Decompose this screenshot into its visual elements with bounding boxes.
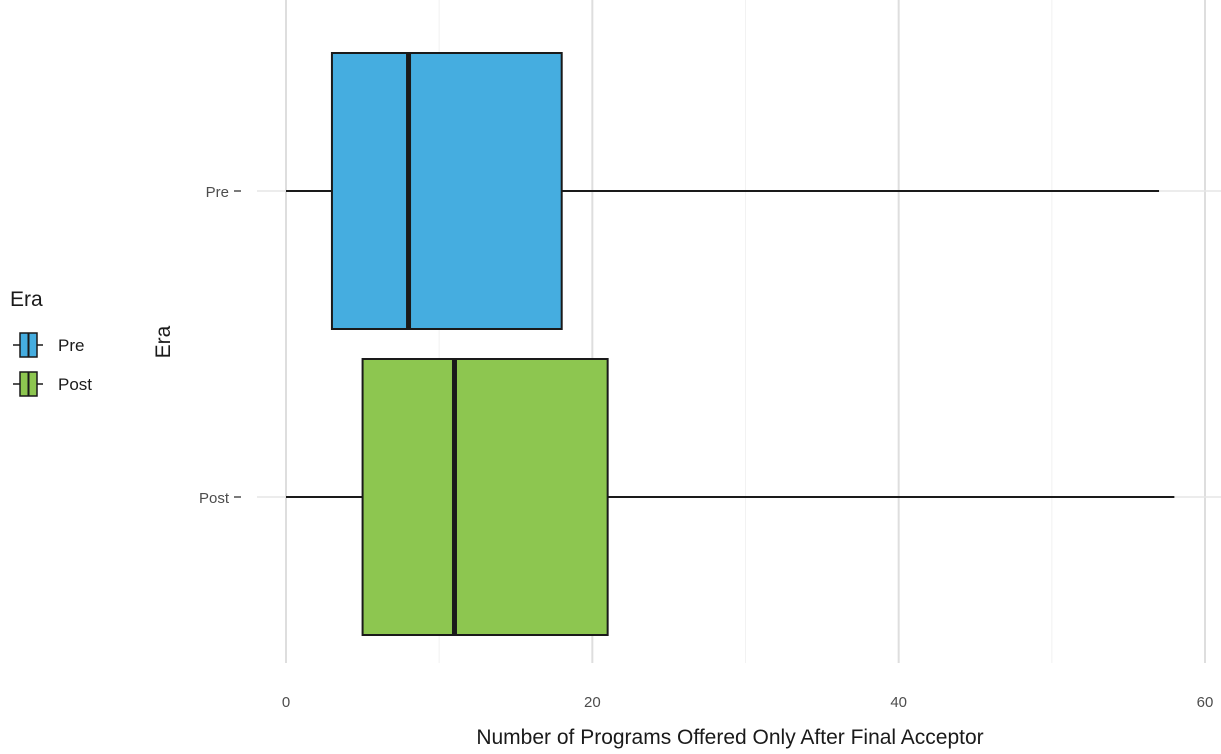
tick-layer: 0 20 40 60 Pre Post [199,184,1213,711]
legend-label: Pre [58,336,84,355]
legend: Era Pre Post [10,288,92,397]
box-pre [286,52,1160,330]
x-axis-title: Number of Programs Offered Only After Fi… [476,726,983,749]
iqr-box [361,358,609,636]
y-tick-label: Post [199,490,230,507]
y-tick-label: Pre [206,184,229,201]
x-tick-label: 60 [1197,694,1214,711]
y-axis-title: Era [152,325,175,358]
legend-item-pre: Pre [13,332,84,358]
x-tick-label: 0 [282,694,290,711]
legend-item-post: Post [13,371,92,397]
legend-label: Post [58,375,92,394]
x-tick-label: 20 [584,694,601,711]
x-tick-label: 40 [890,694,907,711]
box-post [286,358,1175,636]
legend-items: Pre Post [13,332,92,397]
iqr-box [330,52,563,330]
box-layer [286,52,1175,636]
legend-title: Era [10,288,43,311]
